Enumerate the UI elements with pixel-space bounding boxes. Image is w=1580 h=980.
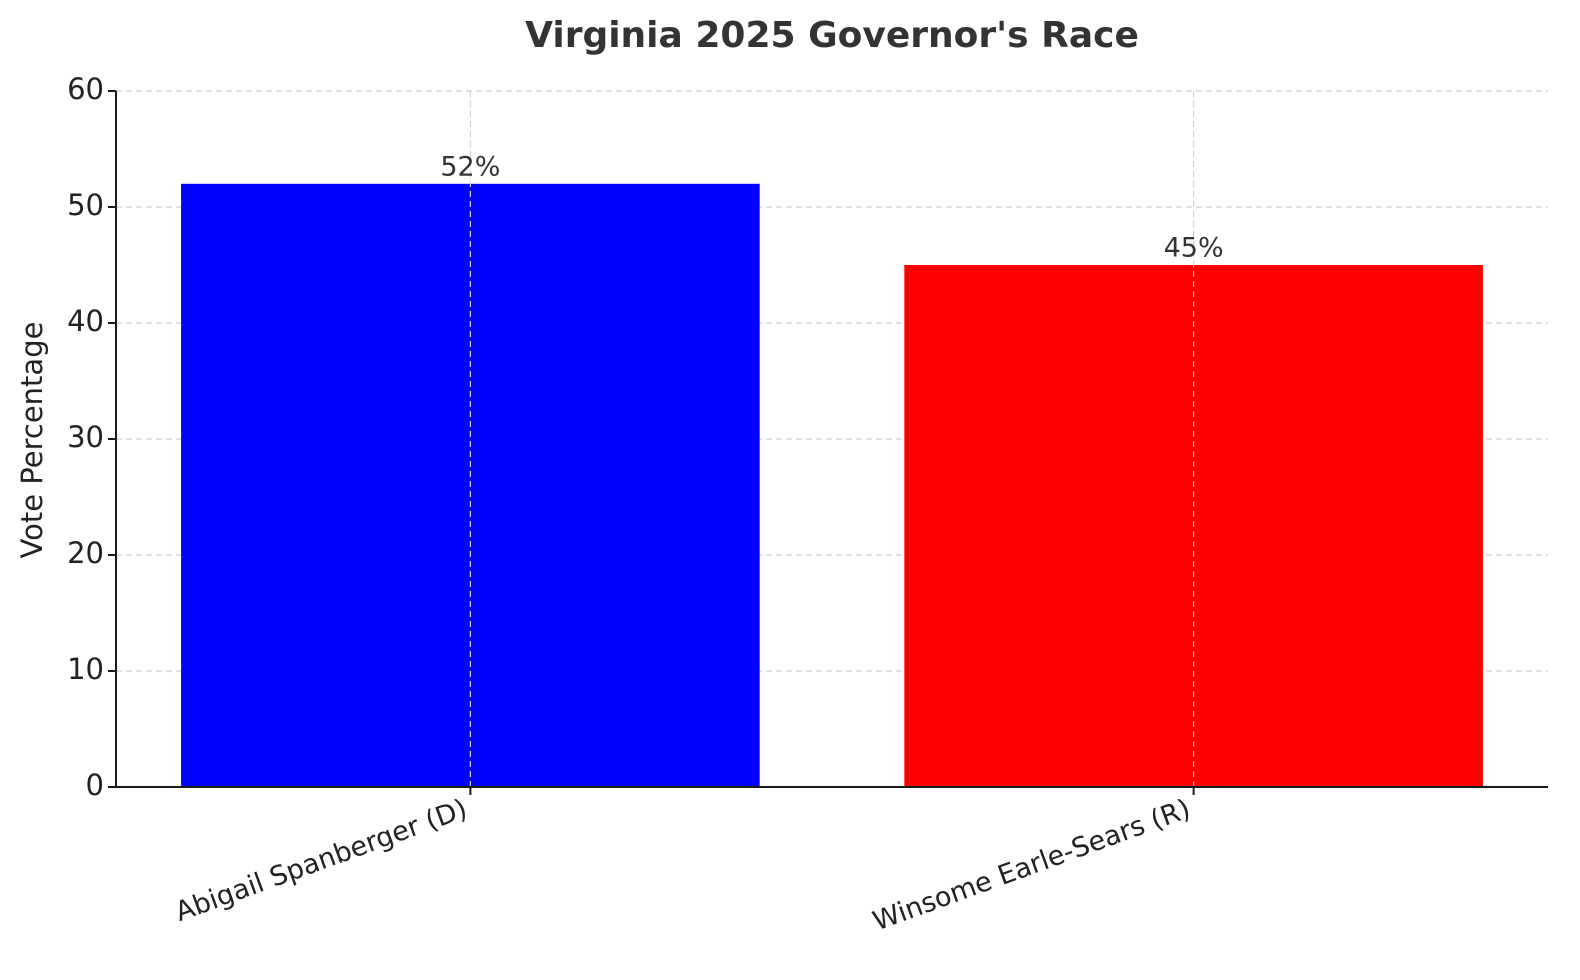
- y-tick-label: 30: [67, 420, 104, 454]
- x-tick-label: Winsome Earle-Sears (R): [869, 793, 1195, 937]
- y-axis-label: Vote Percentage: [15, 322, 49, 559]
- y-tick-label: 0: [86, 768, 104, 802]
- y-tick-label: 50: [67, 188, 104, 222]
- y-tick-label: 20: [67, 536, 104, 570]
- y-tick-label: 10: [67, 652, 104, 686]
- value-label: 52%: [440, 151, 500, 182]
- y-tick-label: 60: [67, 72, 104, 106]
- y-tick-label: 40: [67, 304, 104, 338]
- value-label: 45%: [1164, 233, 1224, 264]
- x-tick-label: Abigail Spanberger (D): [171, 793, 471, 927]
- chart-title: Virginia 2025 Governor's Race: [525, 15, 1139, 56]
